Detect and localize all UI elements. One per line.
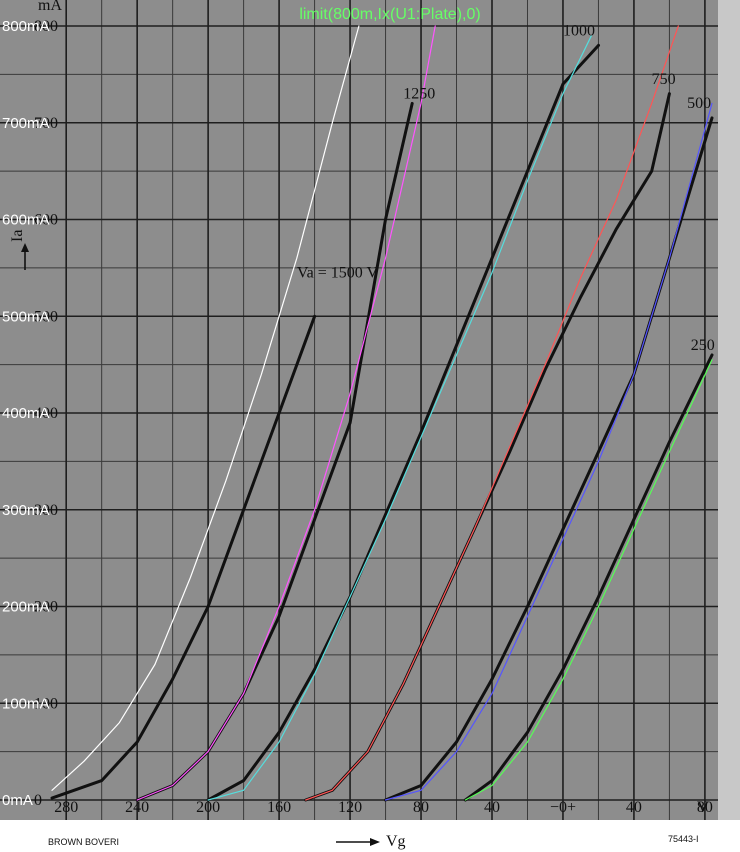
sim-y-tick-label: 0mA [2,792,33,809]
sim-x-tick-label: -280V [46,817,86,834]
x-axis-symbol-text: Vg [386,833,406,850]
paper-x-tick-label: 280 [54,799,78,816]
paper-y-tick-label: 800 [34,18,58,35]
sim-y-tick-label: 800mA [2,18,50,35]
simulation-title: limit(800m,Ix(U1:Plate),0) [299,6,480,23]
sim-y-tick-label: 400mA [2,405,50,422]
curve-label: 750 [652,71,676,88]
curve-label: Va = 1500 V [297,265,379,282]
paper-x-tick-label: 40 [484,799,500,816]
grid-major [0,0,718,820]
footer-brand: BROWN BOVERI [48,837,119,847]
y-axis-symbol-text: Ia [9,230,26,242]
paper-y-tick-label: 500 [34,308,58,325]
paper-x-tick-label: 120 [338,799,362,816]
datasheet-curve [50,314,317,800]
paper-x-tick-label: 200 [196,799,220,816]
x-unit-label: V [697,799,709,816]
labels-layer: Va = 1500 V 1250 1000 750 500 250 00mA 100100mA… [2,18,718,834]
paper-x-tick-label: 80 [413,799,429,816]
simulation-curve [51,25,360,791]
paper-x-tick-label: 40 [626,799,642,816]
paper-x-tick-label: −0+ [550,799,576,816]
sim-x-tick-label: -40V [476,817,508,834]
sim-y-tick-label: 200mA [2,599,50,616]
sim-x-tick-label: -160V [259,817,299,834]
footer-code: 75443-I [668,834,699,844]
sim-x-tick-label: 0V [554,817,572,834]
paper-x-tick-label: 80 [697,799,713,816]
simulation-curve [464,359,713,801]
curve-label: 1000 [563,23,595,40]
datasheet-curve [206,43,600,802]
paper-y-tick-label: 700 [34,115,58,132]
curve-label: 250 [691,337,715,354]
paper-x-tick-label: 240 [125,799,149,816]
simulation-curve [384,102,713,801]
sim-y-tick-label: 100mA [2,695,50,712]
sim-x-tick-label: -240V [117,817,157,834]
sim-x-tick-label: 80V [692,817,719,834]
sim-y-tick-label: 600mA [2,212,50,229]
y-axis-symbol: Ia [9,230,29,270]
simulation-curve [207,35,592,801]
paper-y-tick-label: 200 [34,599,58,616]
paper-y-tick-label: 0 [34,792,42,809]
y-unit-label: mA [38,0,62,14]
x-axis-symbol: Vg [336,833,406,850]
sim-x-tick-label: 40V [621,817,648,834]
paper-y-tick-label: 400 [34,405,58,422]
sim-y-tick-label: 300mA [2,502,50,519]
paper-y-tick-label: 600 [34,212,58,229]
sim-x-tick-label: -80V [405,817,437,834]
simulation-curve [305,25,679,801]
sim-y-tick-label: 500mA [2,308,50,325]
curve-label: 1250 [403,86,435,103]
sim-y-tick-label: 700mA [2,115,50,132]
datasheet-curve [463,353,714,802]
curve-label: 500 [687,95,711,112]
paper-y-tick-label: 100 [34,695,58,712]
sim-x-tick-label: -120V [330,817,370,834]
sim-x-tick-label: -200V [188,817,228,834]
paper-x-tick-label: 160 [267,799,291,816]
simulation-curve [136,25,436,801]
series-layer [50,25,714,802]
right-edge-strip [718,0,740,820]
paper-y-tick-label: 300 [34,502,58,519]
